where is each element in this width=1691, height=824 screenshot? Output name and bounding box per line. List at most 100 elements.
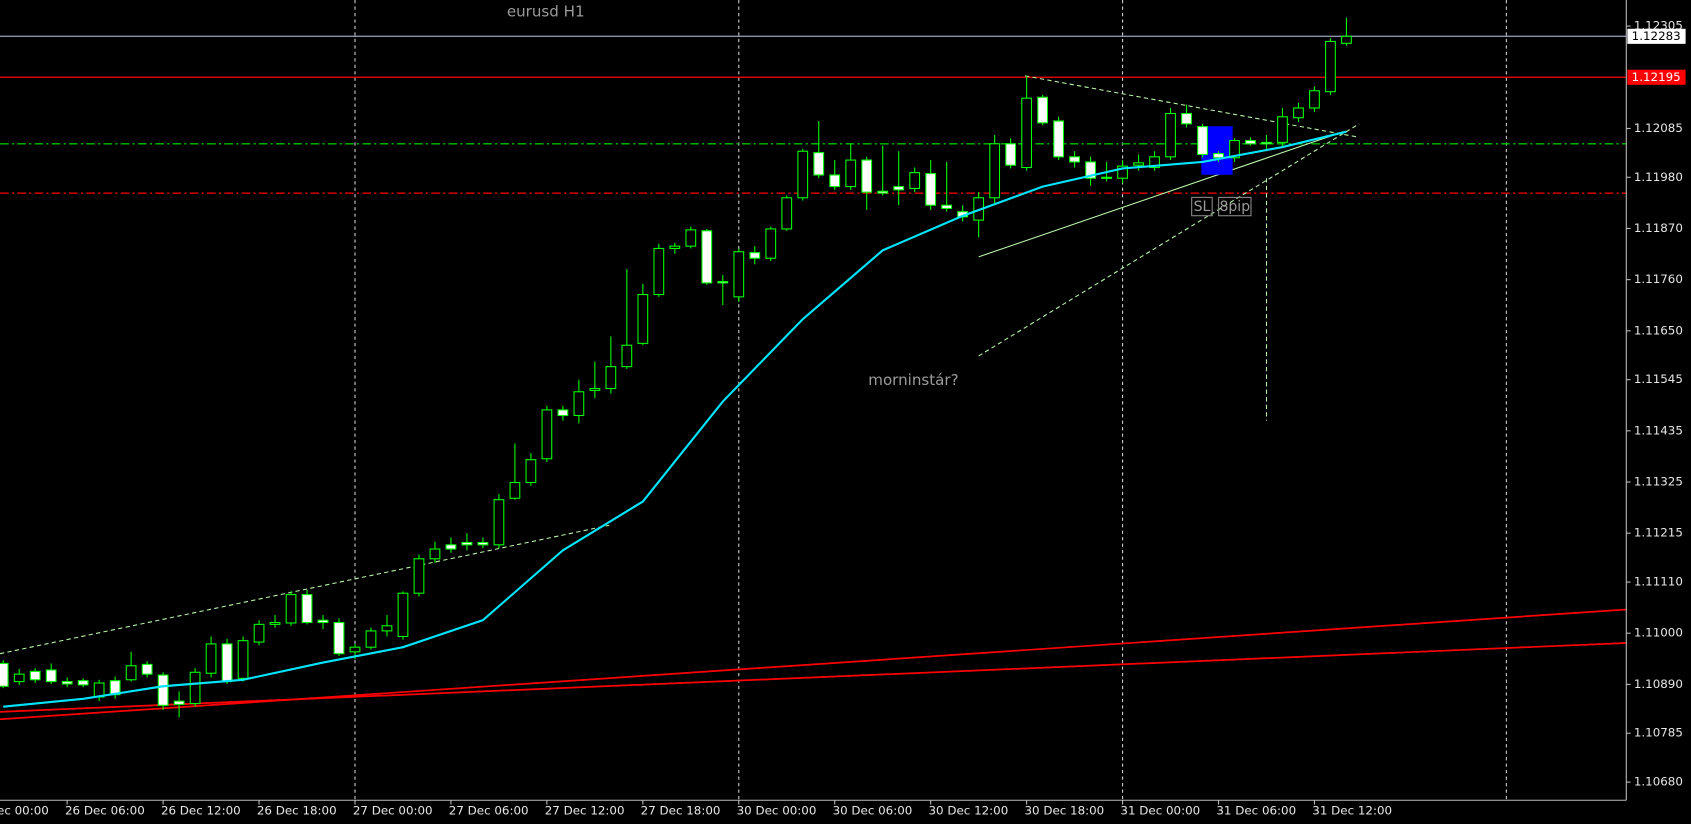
x-tick-label: 26 Dec 18:00 xyxy=(257,804,337,818)
candle-body-up xyxy=(909,172,921,189)
candle-body-up xyxy=(413,558,425,594)
candle-body-down xyxy=(317,619,329,624)
candle-body-up xyxy=(1293,107,1304,119)
x-tick-label: 26 Dec 00:00 xyxy=(0,804,49,818)
x-tick-label: 31 Dec 06:00 xyxy=(1216,804,1296,818)
x-tick-label: 26 Dec 06:00 xyxy=(65,804,145,818)
y-tick-label: 1.11650 xyxy=(1634,323,1683,337)
x-tick-label: 30 Dec 00:00 xyxy=(737,804,817,818)
candle-body-down xyxy=(877,190,889,194)
candle-body-up xyxy=(125,665,137,681)
candle-body-up xyxy=(1325,40,1336,93)
candle-body-up xyxy=(637,293,649,344)
candle-body-down xyxy=(301,594,313,624)
x-tick-label: 27 Dec 00:00 xyxy=(353,804,433,818)
price-level-box xyxy=(1627,28,1686,44)
candle-body-down xyxy=(1101,176,1112,179)
candle-body-up xyxy=(797,150,809,199)
candle-body-down xyxy=(477,541,489,546)
candle-body-down xyxy=(157,674,169,706)
candle-body-up xyxy=(765,228,777,259)
candle-body-up xyxy=(1277,116,1288,143)
candle-body-up xyxy=(1341,35,1352,44)
sl-box xyxy=(1191,196,1213,217)
y-tick-label: 1.11545 xyxy=(1634,372,1683,386)
candle-body-up xyxy=(733,251,745,298)
candle-body-down xyxy=(1261,141,1272,145)
candle-body-up xyxy=(621,344,633,368)
pip-box xyxy=(1218,196,1252,217)
candle-body-down xyxy=(925,173,937,206)
candle-body-down xyxy=(717,280,729,284)
candle-body-down xyxy=(61,681,73,685)
price-level-label: 1.12195 xyxy=(1632,70,1681,84)
candle-body-up xyxy=(989,143,1001,199)
pip-label: 8pip xyxy=(1220,199,1251,215)
candle-body-up xyxy=(781,197,793,230)
candle-body-up xyxy=(493,499,505,546)
y-tick-label: 1.11000 xyxy=(1634,626,1683,640)
x-tick-label: 30 Dec 06:00 xyxy=(833,804,913,818)
candle-body-down xyxy=(701,230,713,284)
candle-body-up xyxy=(1229,139,1240,159)
candle-body-up xyxy=(285,594,297,624)
candle-body-up xyxy=(845,159,857,188)
candle-body-up xyxy=(653,247,665,296)
x-tick-label: 31 Dec 12:00 xyxy=(1312,804,1392,818)
candle-body-down xyxy=(1213,153,1224,159)
y-tick-label: 1.10785 xyxy=(1634,726,1683,740)
candle-body-down xyxy=(829,174,841,188)
candle-body-down xyxy=(813,152,825,176)
candle-body-up xyxy=(1133,162,1144,166)
x-tick-label: 27 Dec 06:00 xyxy=(449,804,529,818)
y-tick-label: 1.10890 xyxy=(1634,677,1683,691)
candle-body-down xyxy=(1197,126,1208,156)
y-tick-label: 1.12085 xyxy=(1634,121,1683,135)
candle-body-down xyxy=(45,669,57,683)
candle-body-down xyxy=(461,541,473,546)
candle-body-down xyxy=(1005,143,1017,166)
trend-line xyxy=(0,642,1627,713)
candle-body-up xyxy=(189,671,201,705)
y-tick-label: 1.10680 xyxy=(1634,775,1683,789)
y-tick-label: 1.11760 xyxy=(1634,272,1683,286)
candle-body-down xyxy=(1069,156,1080,163)
candle-body-down xyxy=(1085,161,1096,179)
candle-body-up xyxy=(253,623,265,643)
trend-line xyxy=(978,123,1360,357)
moving-average xyxy=(3,130,1347,708)
annotation: morninstár? xyxy=(868,371,958,389)
candle-body-up xyxy=(429,548,441,560)
candle-body-down xyxy=(141,663,153,675)
levels-layer xyxy=(0,35,1627,194)
x-tick-label: 30 Dec 18:00 xyxy=(1024,804,1104,818)
candle-body-down xyxy=(0,662,9,687)
y-tick-label: 1.11325 xyxy=(1634,475,1683,489)
chart-title: eurusd H1 xyxy=(507,2,585,20)
trendline-layer xyxy=(0,75,1627,721)
candle-body-up xyxy=(1149,156,1160,169)
candle-body-up xyxy=(589,387,601,391)
candle-body-down xyxy=(1037,96,1049,124)
candle-body-down xyxy=(29,670,41,681)
y-tick-label: 1.11215 xyxy=(1634,526,1683,540)
candle-body-up xyxy=(669,245,681,250)
candle-body-down xyxy=(941,204,953,209)
x-tick-label: 27 Dec 12:00 xyxy=(545,804,625,818)
candle-body-down xyxy=(1245,139,1256,145)
price-level-label: 1.12283 xyxy=(1632,29,1681,43)
candle-body-up xyxy=(1165,113,1176,158)
y-tick-label: 1.11110 xyxy=(1634,575,1683,589)
candle-body-down xyxy=(749,252,761,259)
candle-body-up xyxy=(397,592,409,638)
candle-body-up xyxy=(1021,97,1033,169)
candle-body-up xyxy=(1117,165,1128,179)
candle-body-up xyxy=(605,366,617,390)
candle-body-up xyxy=(525,459,537,484)
candle-body-up xyxy=(269,621,281,625)
ma-layer xyxy=(3,130,1347,708)
candle-body-up xyxy=(509,481,521,499)
